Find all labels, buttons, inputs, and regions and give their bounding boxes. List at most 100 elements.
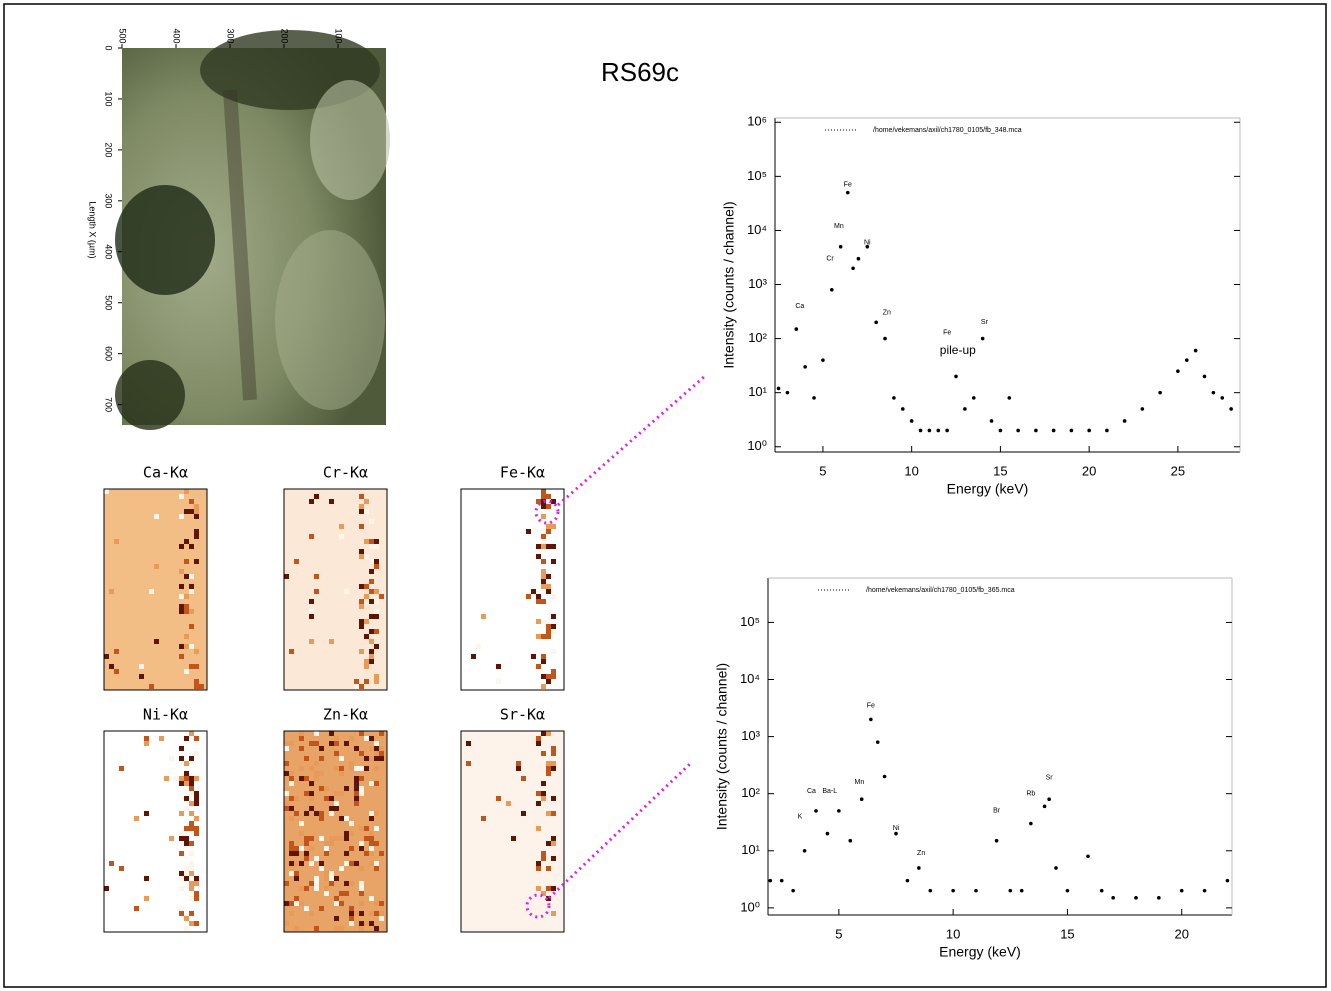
map-pixel: [189, 756, 194, 761]
map-pixel: [194, 509, 199, 514]
map-pixel: [349, 846, 354, 851]
map-pixel: [334, 901, 339, 906]
map-pixel: [189, 866, 194, 871]
map-pixel: [359, 926, 364, 931]
x-tick-label: 10: [904, 463, 918, 478]
y-tick-label: 10²: [748, 330, 767, 345]
map-pixel: [179, 911, 184, 916]
map-pixel: [369, 649, 374, 654]
map-pixel: [194, 896, 199, 901]
y-axis-label: Intensity (counts / channel): [714, 663, 730, 830]
map-pixel: [149, 589, 154, 594]
data-point: [838, 244, 843, 249]
map-pixel: [541, 544, 546, 549]
map-pixel: [194, 891, 199, 896]
map-pixel: [144, 811, 149, 816]
map-pixel: [541, 534, 546, 539]
map-pixel: [184, 776, 189, 781]
x-tick-label: 300: [226, 28, 236, 43]
map-pixel: [144, 876, 149, 881]
map-pixel: [546, 574, 551, 579]
legend-label: /home/vekemans/axil/ch1780_0105/fb_365.m…: [866, 587, 1015, 594]
map-pixel: [184, 634, 189, 639]
x-tick-label: 100: [334, 28, 344, 43]
map-pixel: [369, 746, 374, 751]
map-pixel: [359, 731, 364, 736]
map-pixel: [369, 599, 374, 604]
map-pixel: [546, 841, 551, 846]
y-tick-label: 10⁴: [740, 671, 760, 686]
map-pixel: [536, 664, 541, 669]
map-pixel: [334, 896, 339, 901]
map-pixel: [174, 776, 179, 781]
map-pixel: [194, 776, 199, 781]
map-pixel: [329, 731, 334, 736]
map-pixel: [526, 731, 531, 736]
map-pixel: [319, 816, 324, 821]
data-point: [845, 190, 850, 195]
data-point: [1202, 374, 1207, 379]
map-pixel: [314, 731, 319, 736]
map-pixel: [329, 871, 334, 876]
data-point: [1008, 888, 1013, 893]
map-pixel: [541, 796, 546, 801]
map-pixel: [184, 604, 189, 609]
map-label: Fe-Kα: [500, 464, 545, 482]
map-pixel: [551, 559, 556, 564]
map-pixel: [374, 766, 379, 771]
map-pixel: [364, 634, 369, 639]
map-pixel: [184, 876, 189, 881]
map-pixel: [134, 906, 139, 911]
map-pixel: [359, 866, 364, 871]
map-pixel: [304, 791, 309, 796]
map-pixel: [179, 584, 184, 589]
data-point: [865, 244, 870, 249]
map-pixel: [284, 881, 289, 886]
map-pixel: [541, 791, 546, 796]
map-pixel: [374, 841, 379, 846]
map-pixel: [169, 756, 174, 761]
map-pixel: [189, 881, 194, 886]
x-tick-label: 25: [1171, 463, 1185, 478]
map-pixel: [551, 756, 556, 761]
map-pixel: [194, 826, 199, 831]
map-pixel: [109, 861, 114, 866]
map-pixel: [329, 841, 334, 846]
map-pixel: [369, 639, 374, 644]
map-pixel: [466, 741, 471, 746]
map-pixel: [154, 564, 159, 569]
map-pixel: [194, 514, 199, 519]
map-pixel: [304, 756, 309, 761]
map-pixel: [179, 514, 184, 519]
map-pixel: [521, 811, 526, 816]
map-pixel: [304, 776, 309, 781]
map-pixel: [104, 886, 109, 891]
map-pixel: [359, 776, 364, 781]
map-pixel: [334, 916, 339, 921]
map-pixel: [541, 881, 546, 886]
map-pixel: [334, 926, 339, 931]
map-pixel: [309, 639, 314, 644]
map-pixel: [541, 684, 546, 689]
map-pixel: [164, 776, 169, 781]
data-point: [1211, 390, 1216, 395]
map-pixel: [541, 539, 546, 544]
map-pixel: [536, 866, 541, 871]
map-pixel: [189, 589, 194, 594]
map-pixel: [339, 816, 344, 821]
map-pixel: [194, 876, 199, 881]
map-pixel: [354, 786, 359, 791]
map-pixel: [354, 801, 359, 806]
map-pixel: [189, 841, 194, 846]
data-point: [1047, 797, 1051, 802]
map-pixel: [526, 594, 531, 599]
map-pixel: [189, 624, 194, 629]
map-pixel: [289, 806, 294, 811]
map-pixel: [359, 554, 364, 559]
map-pixel: [314, 741, 319, 746]
map-pixel: [516, 766, 521, 771]
map-pixel: [551, 836, 556, 841]
data-point: [1176, 369, 1180, 373]
map-pixel: [359, 604, 364, 609]
map-pixel: [309, 766, 314, 771]
